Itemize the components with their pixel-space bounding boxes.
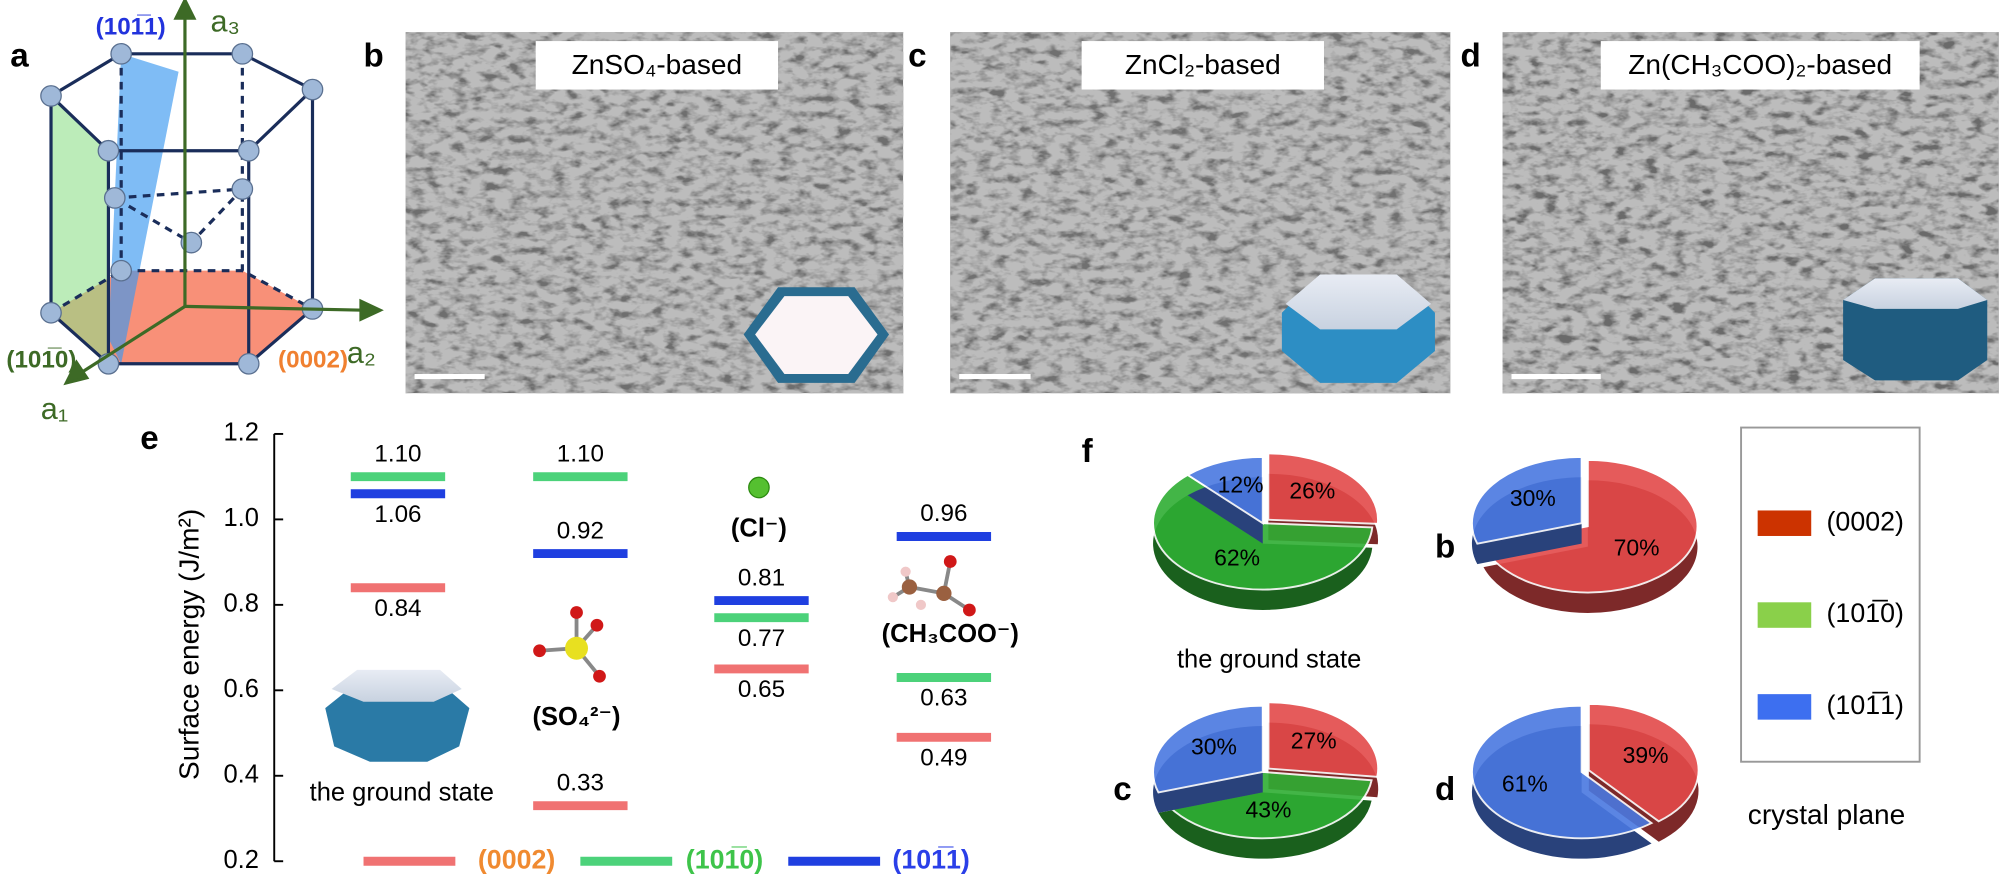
y-axis-label: Surface energy (J/m²) — [174, 509, 205, 780]
image-title: Zn(CH₃COO)₂-based — [1628, 49, 1892, 80]
legend-label: (0002) — [478, 844, 555, 874]
panel-label: a — [10, 37, 29, 74]
legend-box — [1740, 426, 1921, 763]
axis-label: a₃ — [210, 4, 240, 38]
image-title: ZnCl₂-based — [1125, 49, 1281, 80]
value-label: 0.65 — [738, 676, 785, 703]
category-label: (SO₄²⁻) — [533, 703, 621, 731]
plane-label: (101̅0) — [6, 347, 76, 374]
value-label: 0.33 — [557, 769, 604, 796]
value-label: 0.92 — [557, 517, 604, 544]
pie-label: c — [1113, 771, 1131, 808]
panel-label: c — [908, 37, 926, 74]
category-label: the ground state — [310, 778, 494, 806]
atoms — [40, 42, 324, 375]
y-tick-label: 0.4 — [223, 761, 258, 789]
pyramidal-plane — [108, 53, 179, 364]
axis-label: a₁ — [41, 392, 68, 426]
y-tick-label: 1.0 — [223, 504, 258, 532]
plane-label: (0002) — [278, 347, 348, 374]
value-label: 0.77 — [738, 625, 785, 652]
value-label: 39% — [1623, 742, 1669, 768]
crystal-icon-top — [331, 669, 462, 702]
category-label: (CH₃COO⁻) — [882, 620, 1019, 648]
crystal-inset-face — [1285, 274, 1432, 330]
legend-label: (101̅1) — [1827, 690, 1904, 720]
pie-slice — [1587, 702, 1700, 823]
legend-title: crystal plane — [1748, 799, 1905, 830]
legend-swatch — [1757, 694, 1812, 720]
value-label: 0.96 — [920, 500, 967, 527]
pie-slice — [1267, 701, 1380, 778]
value-label: 70% — [1614, 535, 1660, 561]
legend-label: (0002) — [1827, 506, 1904, 536]
value-label: 62% — [1214, 544, 1260, 570]
pie-slice — [1470, 455, 1583, 545]
value-label: 61% — [1502, 770, 1548, 796]
y-tick-label: 0.8 — [223, 590, 258, 618]
legend-swatch — [1757, 510, 1812, 536]
pie-label: d — [1435, 771, 1455, 808]
title-box — [535, 41, 779, 90]
title-box — [1600, 41, 1920, 90]
value-label: 30% — [1191, 734, 1237, 760]
legend-label: (101̅0) — [1827, 598, 1904, 628]
pie-slice — [1185, 455, 1264, 525]
value-label: 1.06 — [374, 501, 421, 528]
pie-label: the ground state — [1177, 646, 1361, 674]
pie-slice — [1482, 458, 1699, 594]
panel-label: b — [364, 37, 384, 74]
value-label: 0.81 — [738, 564, 785, 591]
crystal-inset-face — [755, 296, 878, 374]
legend-label: (101̅1) — [892, 844, 969, 874]
pie-label: b — [1435, 528, 1455, 565]
image-title: ZnSO₄-based — [572, 49, 742, 80]
plane-label: (101̅1) — [96, 14, 166, 41]
legend-label: (101̅0) — [686, 844, 763, 874]
sulfur-atom — [565, 636, 589, 660]
category-label: (Cl⁻) — [731, 514, 787, 542]
value-label: 0.49 — [920, 744, 967, 771]
panel-label: f — [1082, 433, 1094, 470]
crystal-icon — [325, 682, 470, 762]
chlorine-atom — [748, 476, 770, 499]
value-label: 30% — [1510, 485, 1556, 511]
crystal-inset-face — [1843, 278, 1988, 309]
molecule-icons — [325, 476, 976, 762]
prism-plane — [51, 95, 109, 364]
legend-swatch — [1757, 602, 1812, 628]
panel-label: d — [1460, 37, 1480, 74]
sem-panels: b ZnSO₄-based c ZnCl₂-based d Zn(CH₃COO)… — [364, 32, 1999, 394]
title-box — [1081, 41, 1324, 90]
y-tick-label: 0.2 — [223, 846, 258, 874]
value-label: 27% — [1291, 727, 1337, 753]
value-label: 0.63 — [920, 685, 967, 712]
value-label: 0.84 — [374, 595, 421, 622]
y-tick-label: 1.2 — [223, 419, 258, 447]
pie-slice — [1470, 704, 1654, 840]
axes — [63, 0, 384, 386]
value-label: 43% — [1245, 797, 1291, 823]
pie-slice — [1152, 704, 1264, 794]
pie-slice — [1267, 452, 1379, 525]
value-label: 12% — [1218, 471, 1264, 497]
y-tick-label: 0.6 — [223, 675, 258, 703]
value-label: 1.10 — [557, 440, 604, 467]
value-label: 26% — [1289, 478, 1335, 504]
axis-label: a₂ — [347, 336, 376, 370]
value-label: 1.10 — [374, 440, 421, 467]
crystal-diagram: a a₃ a₂ a₁ (101̅1) (101̅0) (0002) — [6, 0, 384, 426]
panel-label: e — [140, 420, 158, 457]
